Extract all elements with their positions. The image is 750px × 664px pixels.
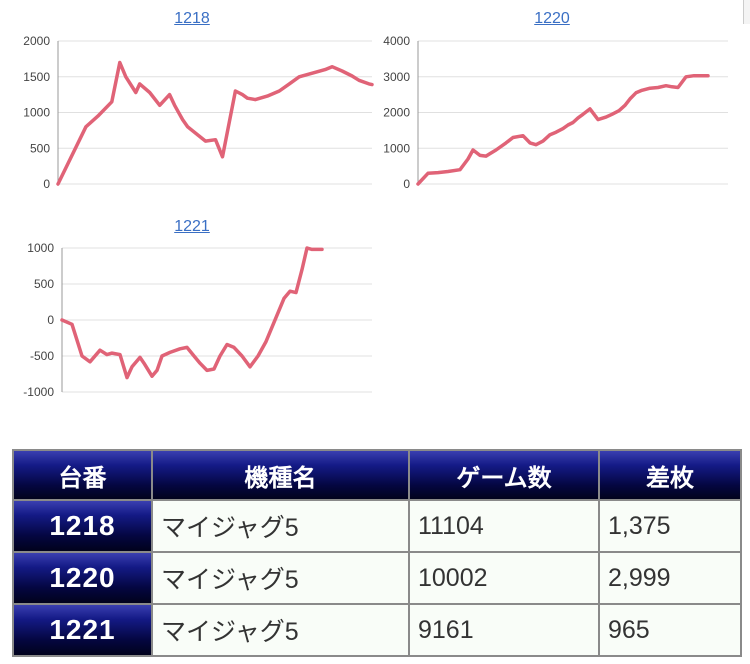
series-line [416,73,710,186]
y-tick-label: 2000 [23,34,50,48]
game-count-cell: 9161 [408,603,600,657]
y-tick-label: 500 [34,277,54,291]
table-row: 1220 マイジャグ5 10002 2,999 [12,551,742,605]
machine-name-cell: マイジャグ5 [151,551,410,605]
y-tick-label: 0 [47,313,54,327]
y-tick-label: 500 [30,141,50,155]
series-line [60,246,324,380]
unit-number-cell: 1220 [12,551,153,605]
y-tick-label: -1000 [23,385,54,399]
chart-1220: 1220 0 1000 2000 3000 4000 [372,10,732,195]
header-coin-difference: 差枚 [598,449,742,501]
table-row: 1218 マイジャグ5 11104 1,375 [12,499,742,553]
header-game-count: ゲーム数 [408,449,600,501]
y-tick-label: 3000 [383,70,410,84]
header-machine-name: 機種名 [151,449,410,501]
chart-1218: 1218 0 500 1000 1500 2000 [10,10,374,195]
chart-title-1221[interactable]: 1221 [174,218,210,235]
machine-name-cell: マイジャグ5 [151,499,410,553]
y-tick-label: 2000 [383,106,410,120]
machine-data-table: 台番 機種名 ゲーム数 差枚 1218 マイジャグ5 11104 1,375 1… [12,449,742,657]
unit-number-cell: 1221 [12,603,153,657]
y-tick-label: 1000 [23,106,50,120]
y-tick-label: -500 [30,349,54,363]
table-header-row: 台番 機種名 ゲーム数 差枚 [12,449,742,501]
coin-difference-cell: 2,999 [598,551,742,605]
chart-1221: 1221 -1000 -500 0 500 1000 [10,218,374,403]
y-tick-label: 1500 [23,70,50,84]
chart-1221-svg: -1000 -500 0 500 1000 [23,241,372,399]
chart-title-1218[interactable]: 1218 [174,10,210,27]
y-tick-label: 1000 [27,241,54,255]
y-tick-label: 4000 [383,34,410,48]
header-unit-number: 台番 [12,449,153,501]
y-tick-label: 0 [43,177,50,191]
y-tick-label: 0 [403,177,410,191]
machine-name-cell: マイジャグ5 [151,603,410,657]
game-count-cell: 10002 [408,551,600,605]
coin-difference-cell: 965 [598,603,742,657]
game-count-cell: 11104 [408,499,600,553]
y-tick-label: 1000 [383,141,410,155]
table-row: 1221 マイジャグ5 9161 965 [12,603,742,657]
coin-difference-cell: 1,375 [598,499,742,553]
chart-title-1220[interactable]: 1220 [534,10,570,27]
chart-1220-svg: 0 1000 2000 3000 4000 [383,34,728,191]
series-line [56,60,374,186]
chart-1218-svg: 0 500 1000 1500 2000 [23,34,374,191]
unit-number-cell: 1218 [12,499,153,553]
scrollbar-edge [743,0,750,24]
